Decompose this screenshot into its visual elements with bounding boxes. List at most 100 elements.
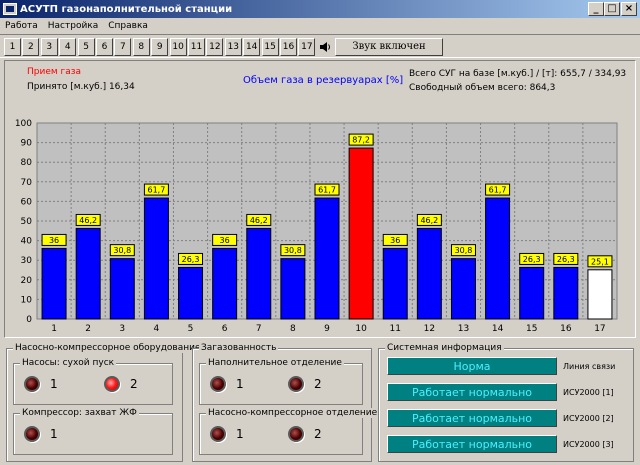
menu-settings[interactable]: Настройка	[47, 21, 99, 31]
y-tick-label: 20	[21, 276, 33, 286]
tank-tab-6[interactable]: 6	[96, 38, 113, 56]
data-label: 36	[49, 236, 59, 245]
data-label-box	[382, 233, 408, 246]
data-label: 26,3	[182, 255, 200, 264]
menu-bar: Работа Настройка Справка	[0, 18, 640, 34]
pump-compressor-section-group: Насосно-компрессорное отделение 1 2	[199, 408, 380, 455]
x-tick-label: 3	[119, 324, 125, 334]
tank-chart-panel: Прием газа Принято [м.куб.] 16,34 Объем …	[4, 60, 636, 338]
receive-gas-label: Прием газа	[27, 67, 82, 77]
y-tick-label: 100	[15, 119, 32, 129]
x-tick-label: 12	[424, 324, 435, 334]
y-tick-label: 10	[21, 295, 33, 305]
x-tick-label: 5	[188, 324, 194, 334]
equipment-title: Насосно-компрессорное оборудование	[13, 343, 203, 353]
tank-bar-chart: 0 10 20 30 40 50 60 70 80 90 100 36 1 46,2 2 30,8 3 61,7 4…	[15, 119, 618, 334]
filling-1-lamp	[210, 376, 226, 392]
tank-tab-2[interactable]: 2	[22, 38, 40, 56]
x-tick-label: 6	[222, 324, 228, 334]
x-tick-label: 11	[390, 324, 401, 334]
bar-tank-12	[416, 227, 442, 320]
data-label-box	[553, 252, 579, 265]
tank-tab-8[interactable]: 8	[132, 38, 150, 56]
bar-tank-2	[75, 227, 101, 320]
tank-tab-12[interactable]: 12	[206, 38, 224, 56]
x-tick-label: 10	[355, 324, 367, 334]
data-label-box	[485, 183, 511, 196]
data-label-box	[587, 255, 613, 268]
pump-2-lamp	[104, 376, 120, 392]
tank-tab-16[interactable]: 16	[280, 38, 297, 56]
data-label: 61,7	[489, 186, 507, 195]
tank-tab-3[interactable]: 3	[40, 38, 58, 56]
bar-tank-7	[246, 227, 272, 320]
bar-tank-6	[212, 247, 238, 320]
data-label: 36	[390, 236, 400, 245]
filling-section-group: Наполнительное отделение 1 2	[199, 358, 363, 405]
data-label: 61,7	[148, 186, 166, 195]
bar-tank-8	[280, 258, 306, 320]
filling-section-label: Наполнительное отделение	[206, 358, 344, 368]
tank-tab-5[interactable]: 5	[77, 38, 95, 56]
tank-tab-17[interactable]: 17	[298, 38, 316, 56]
y-tick-label: 70	[21, 178, 33, 188]
data-label-box	[450, 244, 476, 257]
compressor-label: Компрессор: захват ЖФ	[20, 408, 139, 418]
sound-toggle-button[interactable]: Звук включен	[335, 38, 443, 56]
compressor-group: Компрессор: захват ЖФ 1	[13, 408, 173, 455]
tank-tab-14[interactable]: 14	[243, 38, 261, 56]
tank-tab-10[interactable]: 10	[169, 38, 187, 56]
bar-tank-17	[587, 269, 613, 320]
isu-2-label: ИСУ2000 [2]	[563, 414, 614, 423]
data-label-box	[75, 213, 101, 226]
bar-tank-14	[485, 197, 511, 320]
bar-tank-4	[143, 197, 169, 320]
tank-tab-11[interactable]: 11	[188, 38, 205, 56]
x-tick-label: 2	[85, 324, 91, 334]
maximize-button[interactable]: □	[604, 2, 620, 16]
tank-tab-15[interactable]: 15	[261, 38, 279, 56]
menu-help[interactable]: Справка	[108, 21, 148, 31]
title-bar: АСУТП газонаполнительной станции _ □ ×	[0, 0, 640, 18]
x-tick-label: 4	[154, 324, 160, 334]
data-label: 26,3	[523, 255, 541, 264]
y-tick-label: 30	[21, 256, 33, 266]
y-tick-label: 40	[21, 237, 33, 247]
menu-work[interactable]: Работа	[5, 21, 38, 31]
tank-tab-13[interactable]: 13	[224, 38, 242, 56]
data-label-box	[348, 133, 374, 146]
tank-tab-4[interactable]: 4	[59, 38, 77, 56]
tank-tab-1[interactable]: 1	[4, 38, 21, 56]
pumps-label: Насосы: сухой пуск	[20, 358, 117, 368]
data-label: 30,8	[284, 246, 302, 255]
app-icon	[3, 3, 17, 15]
pump-1-number: 1	[50, 377, 58, 391]
pump-comp-2-number: 2	[314, 427, 322, 441]
x-tick-label: 16	[560, 324, 572, 334]
data-label-box	[246, 213, 272, 226]
bar-tank-9	[314, 197, 340, 320]
x-tick-label: 13	[458, 324, 469, 334]
tank-tab-7[interactable]: 7	[114, 38, 132, 56]
data-label: 87,2	[352, 136, 370, 145]
speaker-icon[interactable]	[318, 40, 332, 54]
tank-tab-9[interactable]: 9	[151, 38, 169, 56]
y-tick-label: 90	[21, 139, 33, 149]
data-label: 61,7	[318, 186, 336, 195]
isu-3-label: ИСУ2000 [3]	[563, 440, 614, 449]
x-tick-label: 8	[290, 324, 296, 334]
minimize-button[interactable]: _	[588, 2, 604, 16]
equipment-group: Насосно-компрессорное оборудование Насос…	[6, 343, 203, 462]
free-volume: Свободный объем всего: 864,3	[409, 83, 556, 93]
y-tick-label: 80	[21, 158, 33, 168]
data-label-box	[314, 183, 340, 196]
pumps-group: Насосы: сухой пуск 1 2	[13, 358, 173, 405]
isu-1-label: ИСУ2000 [1]	[563, 388, 614, 397]
isu-1-status: Работает нормально	[387, 383, 557, 401]
filling-2-number: 2	[314, 377, 322, 391]
data-label: 36	[220, 236, 230, 245]
gas-title: Загазованность	[199, 343, 279, 353]
close-button[interactable]: ×	[621, 2, 637, 16]
window-title: АСУТП газонаполнительной станции	[20, 3, 233, 15]
bar-tank-16	[553, 266, 579, 320]
